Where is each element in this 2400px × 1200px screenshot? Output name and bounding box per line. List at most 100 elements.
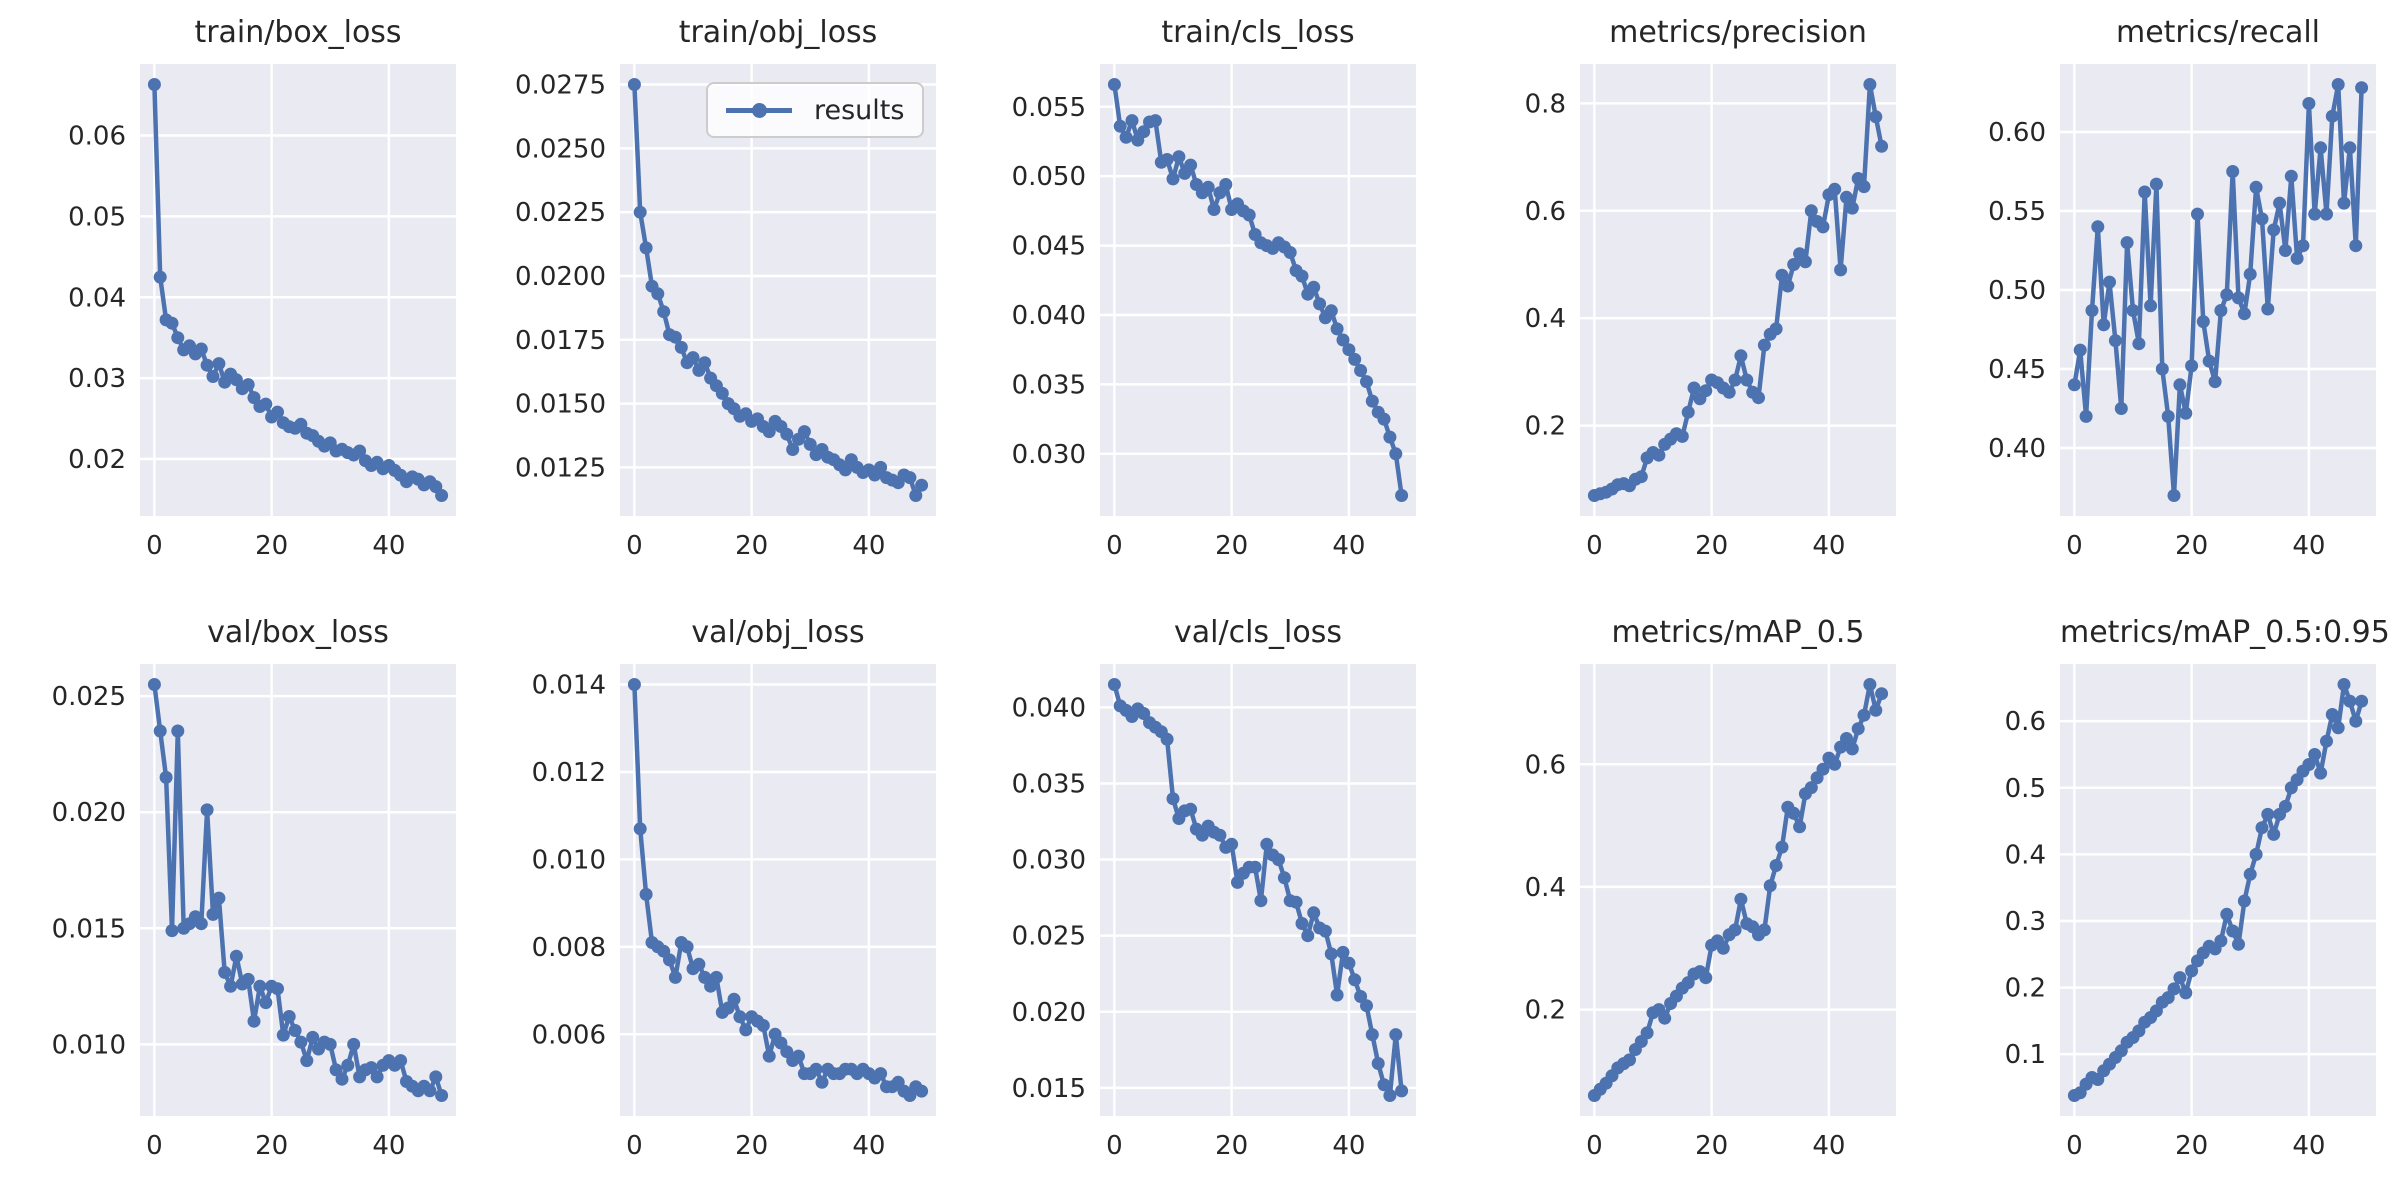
chart-canvas-metrics-map05: 0.2 0.4 0.6 0 20 40 <box>1525 664 1896 1161</box>
svg-text:40: 40 <box>1332 1131 1365 1161</box>
series-markers <box>627 78 929 502</box>
y-tick-labels: 0.030 0.035 0.040 0.045 0.050 0.055 <box>1012 93 1086 470</box>
series-line <box>2072 82 2364 498</box>
svg-text:0.045: 0.045 <box>1012 232 1086 262</box>
subplot-train-box-loss: train/box_loss 0.02 0.03 0.04 0.05 0.06 0 20 40 <box>0 0 480 600</box>
chart-canvas-metrics-recall: 0.40 0.45 0.50 0.55 0.60 0 20 40 <box>1988 64 2376 561</box>
svg-text:40: 40 <box>852 1131 885 1161</box>
series-markers <box>1587 678 1889 1102</box>
svg-text:0.0150: 0.0150 <box>515 390 606 420</box>
y-tick-labels: 0.02 0.03 0.04 0.05 0.06 <box>68 122 126 476</box>
svg-text:20: 20 <box>2175 531 2208 561</box>
svg-text:0.55: 0.55 <box>1988 197 2046 227</box>
svg-text:0: 0 <box>146 531 163 561</box>
chart-canvas-train-box-loss: 0.02 0.03 0.04 0.05 0.06 0 20 40 <box>68 64 456 561</box>
chart-canvas-train-obj-loss: 0.0125 0.0150 0.0175 0.0200 0.0225 0.0250 0.02… <box>515 64 936 561</box>
svg-text:0: 0 <box>2066 531 2083 561</box>
svg-text:0.8: 0.8 <box>1525 89 1566 119</box>
svg-text:0.050: 0.050 <box>1012 162 1086 192</box>
x-tick-labels: 0 20 40 <box>146 531 405 561</box>
chart-title: metrics/mAP_0.5:0.95 <box>2060 615 2390 650</box>
x-tick-labels: 0 20 40 <box>1106 1131 1365 1161</box>
svg-text:0: 0 <box>1586 1131 1603 1161</box>
svg-text:0.05: 0.05 <box>68 202 126 232</box>
series-markers <box>2067 78 2369 502</box>
y-tick-labels: 0.40 0.45 0.50 0.55 0.60 <box>1988 118 2046 464</box>
svg-text:0: 0 <box>2066 1131 2083 1161</box>
svg-text:0: 0 <box>146 1131 163 1161</box>
svg-text:0.0250: 0.0250 <box>515 134 606 164</box>
svg-text:0.06: 0.06 <box>68 122 126 152</box>
svg-text:0.5: 0.5 <box>2005 774 2046 804</box>
svg-text:0.010: 0.010 <box>52 1030 126 1060</box>
chart-title: val/cls_loss <box>1174 615 1342 650</box>
chart-title: val/obj_loss <box>691 615 865 650</box>
svg-text:0.1: 0.1 <box>2005 1040 2046 1070</box>
svg-text:20: 20 <box>1695 1131 1728 1161</box>
svg-text:0.40: 0.40 <box>1988 434 2046 464</box>
svg-text:0.035: 0.035 <box>1012 370 1086 400</box>
chart-title: train/box_loss <box>194 15 402 50</box>
legend-line-sample <box>726 102 792 118</box>
svg-text:20: 20 <box>2175 1131 2208 1161</box>
y-tick-labels: 0.2 0.4 0.6 0.8 <box>1525 89 1566 441</box>
svg-text:0.015: 0.015 <box>1012 1074 1086 1104</box>
svg-text:0.010: 0.010 <box>532 845 606 875</box>
chart-canvas-val-obj-loss: 0.006 0.008 0.010 0.012 0.014 0 20 40 <box>532 664 936 1161</box>
svg-text:0.040: 0.040 <box>1012 301 1086 331</box>
series-markers <box>627 678 929 1102</box>
svg-text:40: 40 <box>2292 531 2325 561</box>
x-tick-labels: 0 20 40 <box>2066 531 2325 561</box>
subplot-val-obj-loss: val/obj_loss 0.006 0.008 0.010 0.012 0.014 0 2… <box>480 600 960 1200</box>
chart-title: metrics/mAP_0.5 <box>1611 615 1865 650</box>
series-markers <box>147 678 449 1102</box>
x-tick-labels: 0 20 40 <box>626 531 885 561</box>
chart-canvas-train-cls-loss: 0.030 0.035 0.040 0.045 0.050 0.055 0 20 40 <box>1012 64 1416 561</box>
svg-text:40: 40 <box>852 531 885 561</box>
subplot-val-box-loss: val/box_loss 0.010 0.015 0.020 0.025 0 20 40 <box>0 600 480 1200</box>
svg-text:0.02: 0.02 <box>68 445 126 475</box>
chart-title: val/box_loss <box>207 615 389 650</box>
svg-text:0.4: 0.4 <box>1525 873 1566 903</box>
gridlines <box>620 664 936 1116</box>
x-tick-labels: 0 20 40 <box>626 1131 885 1161</box>
chart-title: metrics/recall <box>2115 15 2321 50</box>
svg-text:0.6: 0.6 <box>1525 750 1566 780</box>
y-tick-labels: 0.015 0.020 0.025 0.030 0.035 0.040 <box>1012 693 1086 1103</box>
y-tick-labels: 0.1 0.2 0.3 0.4 0.5 0.6 <box>2005 707 2046 1070</box>
svg-text:0: 0 <box>626 531 643 561</box>
subplot-metrics-map05: metrics/mAP_0.5 0.2 0.4 0.6 0 20 40 <box>1440 600 1920 1200</box>
svg-text:0: 0 <box>1106 1131 1123 1161</box>
chart-canvas-val-cls-loss: 0.015 0.020 0.025 0.030 0.035 0.040 0 20 40 <box>1012 664 1416 1161</box>
svg-text:40: 40 <box>1812 531 1845 561</box>
svg-text:0.030: 0.030 <box>1012 440 1086 470</box>
svg-text:0.030: 0.030 <box>1012 846 1086 876</box>
svg-text:0.0125: 0.0125 <box>515 453 606 483</box>
gridlines <box>1100 664 1416 1116</box>
svg-text:0: 0 <box>1586 531 1603 561</box>
svg-text:0.50: 0.50 <box>1988 276 2046 306</box>
chart-canvas-val-box-loss: 0.010 0.015 0.020 0.025 0 20 40 <box>52 664 456 1161</box>
y-tick-labels: 0.0125 0.0150 0.0175 0.0200 0.0225 0.0250 0.02… <box>515 71 606 484</box>
svg-text:20: 20 <box>255 531 288 561</box>
svg-text:0.055: 0.055 <box>1012 93 1086 123</box>
series-markers <box>1107 78 1409 502</box>
svg-text:20: 20 <box>255 1131 288 1161</box>
subplot-metrics-precision: metrics/precision 0.2 0.4 0.6 0.8 0 20 40 <box>1440 0 1920 600</box>
chart-canvas-metrics-precision: 0.2 0.4 0.6 0.8 0 20 40 <box>1525 64 1896 561</box>
axes-background <box>1580 664 1896 1116</box>
svg-text:0.4: 0.4 <box>1525 304 1566 334</box>
subplot-metrics-recall: metrics/recall 0.40 0.45 0.50 0.55 0.60 0 20 40 <box>1920 0 2400 600</box>
svg-text:0.006: 0.006 <box>532 1020 606 1050</box>
svg-text:0.03: 0.03 <box>68 364 126 394</box>
svg-text:0.4: 0.4 <box>2005 840 2046 870</box>
series-markers <box>1107 678 1409 1102</box>
chart-title: metrics/precision <box>1609 15 1867 50</box>
x-tick-labels: 0 20 40 <box>2066 1131 2325 1161</box>
svg-text:0.0200: 0.0200 <box>515 262 606 292</box>
svg-text:0.025: 0.025 <box>52 682 126 712</box>
subplot-val-cls-loss: val/cls_loss 0.015 0.020 0.025 0.030 0.035 0.… <box>960 600 1440 1200</box>
svg-text:0.2: 0.2 <box>1525 996 1566 1026</box>
svg-text:40: 40 <box>372 1131 405 1161</box>
